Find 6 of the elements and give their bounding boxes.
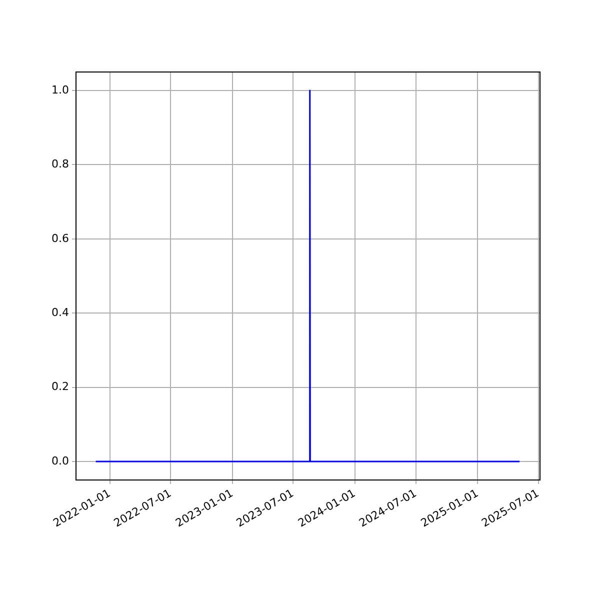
y-tick-label: 0.4 [52,306,69,319]
y-tick-label: 0.8 [52,158,69,171]
y-tick-label: 0.2 [52,380,69,394]
y-tick-label: 1.0 [52,83,69,96]
y-tick-label: 0.6 [52,232,69,245]
y-tick-label: 0.0 [52,454,69,468]
